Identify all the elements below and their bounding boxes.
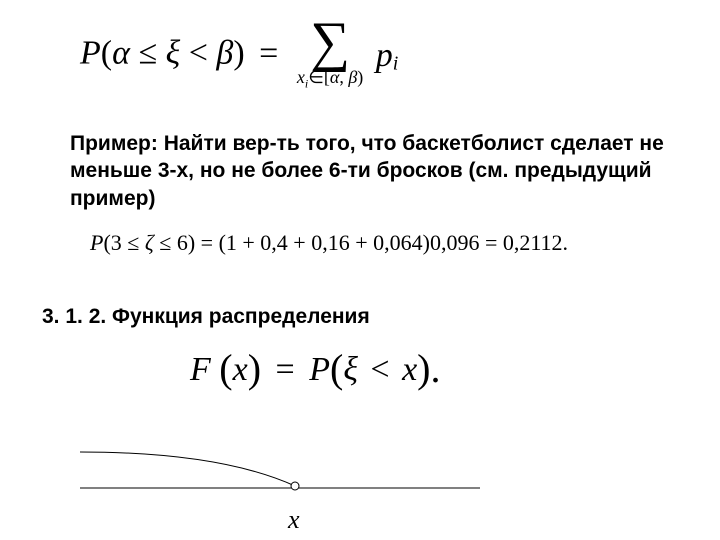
sigma-block: ∑ xi∈[α, β) [297, 20, 363, 92]
close-paren-big: ) [248, 346, 261, 391]
close-paren-big2: ). [417, 346, 440, 391]
sym-P: P [80, 35, 101, 72]
probability-sum-formula: P(α ≤ ξ < β) = ∑ xi∈[α, β) pi [80, 20, 398, 92]
sigma-sub: xi∈[α, β) [297, 67, 363, 92]
example-paragraph: Пример: Найти вер-ть того, что баскетбол… [70, 130, 670, 212]
sym-lt: < [189, 35, 208, 72]
sym-open-paren: ( [101, 35, 112, 72]
cdf-diagram [70, 430, 490, 510]
sym-xi: ξ [166, 35, 181, 72]
section-heading: 3. 1. 2. Функция распределения [42, 305, 370, 329]
sym-i: i [393, 53, 399, 75]
sym-eq3: = [276, 351, 295, 388]
sym-lt3: < [370, 351, 389, 388]
sym-leq: ≤ [138, 35, 157, 72]
sym-xi3: ξ [343, 351, 358, 388]
open-point [291, 482, 299, 490]
sym-alpha: α [112, 35, 130, 72]
curve [80, 452, 295, 486]
sigma-icon: ∑ [310, 11, 350, 73]
sym-p: p [376, 37, 393, 74]
sym-eq: = [259, 35, 278, 72]
distribution-function-formula: F (x) = P(ξ < x). [190, 345, 441, 392]
sym-P3: P [309, 351, 330, 388]
numeric-calculation: P(3 ≤ ζ ≤ 6) = (1 + 0,4 + 0,16 + 0,064)0… [90, 230, 568, 256]
sym-x2: x [402, 351, 417, 388]
x-axis-label: x [288, 505, 300, 535]
open-paren-big2: ( [330, 346, 343, 391]
sym-beta: β [216, 35, 233, 72]
sym-F: F [190, 351, 211, 388]
sym-close-paren: ) [233, 35, 244, 72]
open-paren-big: ( [219, 346, 232, 391]
sym-x1: x [233, 351, 248, 388]
